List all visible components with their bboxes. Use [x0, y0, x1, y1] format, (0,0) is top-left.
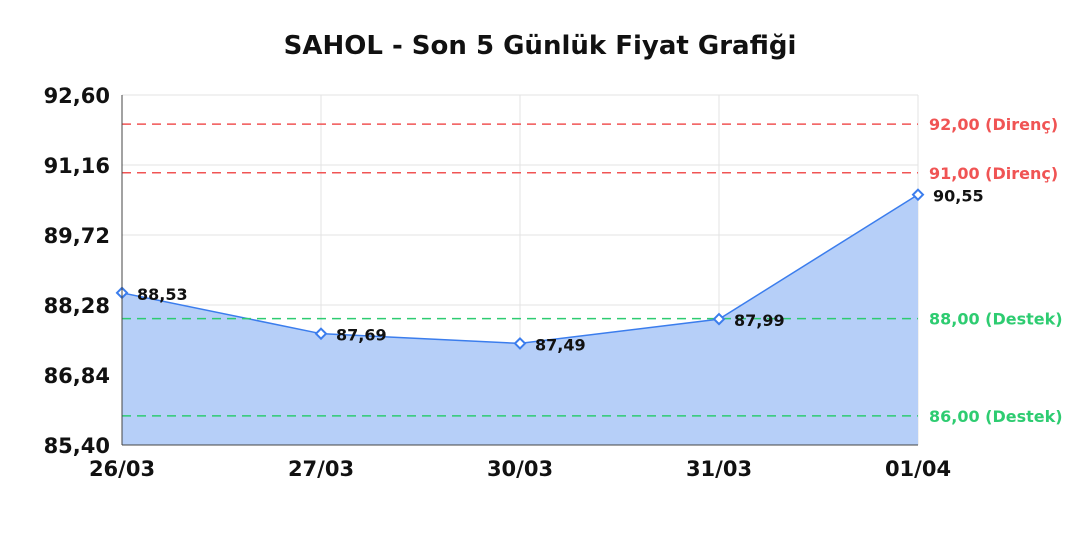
- data-point: [513, 336, 527, 350]
- data-point: [712, 312, 726, 326]
- reference-line-label: 86,00 (Destek): [929, 407, 1063, 426]
- area-fill: [122, 194, 918, 445]
- x-tick-label: 27/03: [288, 457, 354, 481]
- data-label: 90,55: [933, 187, 984, 206]
- y-tick-label: 91,16: [44, 154, 110, 178]
- data-label: 87,49: [535, 335, 586, 354]
- y-tick-label: 92,60: [44, 84, 110, 108]
- chart-title: SAHOL - Son 5 Günlük Fiyat Grafiği: [284, 31, 797, 61]
- reference-line-label: 92,00 (Direnç): [929, 115, 1058, 134]
- y-tick-label: 85,40: [44, 434, 110, 458]
- x-tick-label: 26/03: [89, 457, 155, 481]
- data-point: [911, 188, 925, 202]
- reference-line-label: 88,00 (Destek): [929, 310, 1063, 329]
- data-point: [314, 327, 328, 341]
- data-label: 87,69: [336, 326, 387, 345]
- data-label: 88,53: [137, 285, 188, 304]
- x-tick-label: 31/03: [686, 457, 752, 481]
- y-tick-label: 86,84: [44, 364, 110, 388]
- data-label: 87,99: [734, 311, 785, 330]
- y-tick-label: 89,72: [44, 224, 110, 248]
- y-tick-label: 88,28: [44, 294, 110, 318]
- x-tick-label: 01/04: [885, 457, 951, 481]
- reference-line-label: 91,00 (Direnç): [929, 164, 1058, 183]
- x-tick-label: 30/03: [487, 457, 553, 481]
